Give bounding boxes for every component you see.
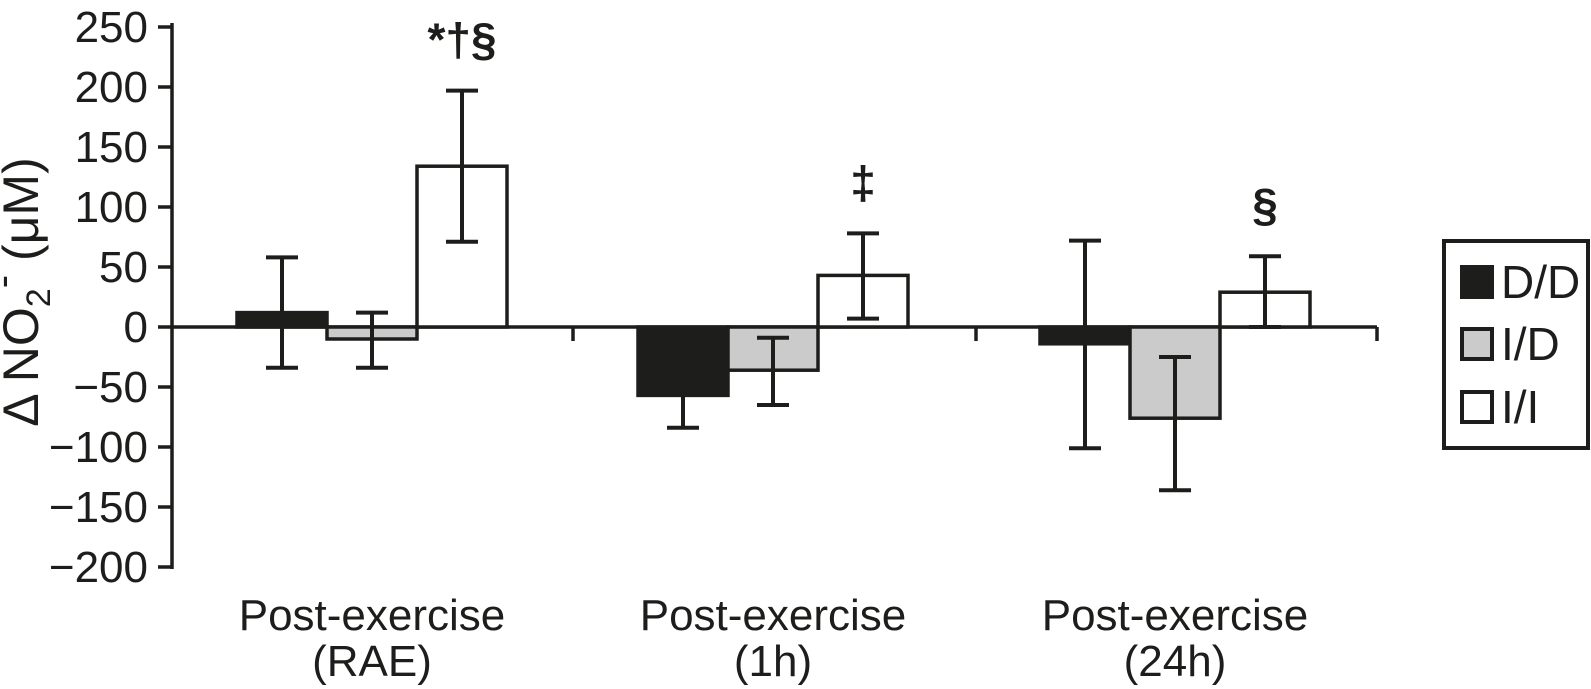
significance-annotation: *†§ — [427, 14, 496, 66]
y-tick-label: −150 — [49, 483, 148, 532]
y-tick-label: 250 — [75, 3, 148, 52]
legend-item-id: I/D — [1460, 321, 1580, 367]
legend-label-ii: I/I — [1501, 380, 1540, 433]
legend: D/D I/D I/I — [1442, 239, 1590, 450]
bar-dd-group2 — [636, 325, 730, 398]
y-tick-label: 150 — [75, 123, 148, 172]
y-tick-label: −100 — [49, 423, 148, 472]
legend-swatch-ii — [1460, 389, 1494, 424]
legend-item-ii: I/I — [1460, 384, 1580, 430]
legend-item-dd: D/D — [1460, 259, 1580, 305]
x-category-label: Post-exercise (24h) — [1042, 591, 1309, 686]
x-category-label: Post-exercise (RAE) — [239, 591, 506, 686]
legend-swatch-id — [1460, 327, 1494, 362]
y-tick-label: 100 — [75, 183, 148, 232]
legend-label-dd: D/D — [1501, 256, 1581, 309]
y-tick-label: −200 — [49, 543, 148, 592]
y-tick-label: 0 — [124, 303, 148, 352]
y-axis-title: Δ NO2- (μM) — [0, 157, 58, 426]
y-tick-label: 200 — [75, 63, 148, 112]
x-category-label: Post-exercise (1h) — [640, 591, 907, 686]
legend-label-id: I/D — [1501, 318, 1560, 371]
legend-swatch-dd — [1460, 265, 1494, 300]
significance-annotation: ‡ — [850, 156, 876, 208]
y-tick-label: 50 — [99, 243, 148, 292]
significance-annotation: § — [1252, 179, 1278, 231]
y-tick-label: −50 — [73, 363, 148, 412]
